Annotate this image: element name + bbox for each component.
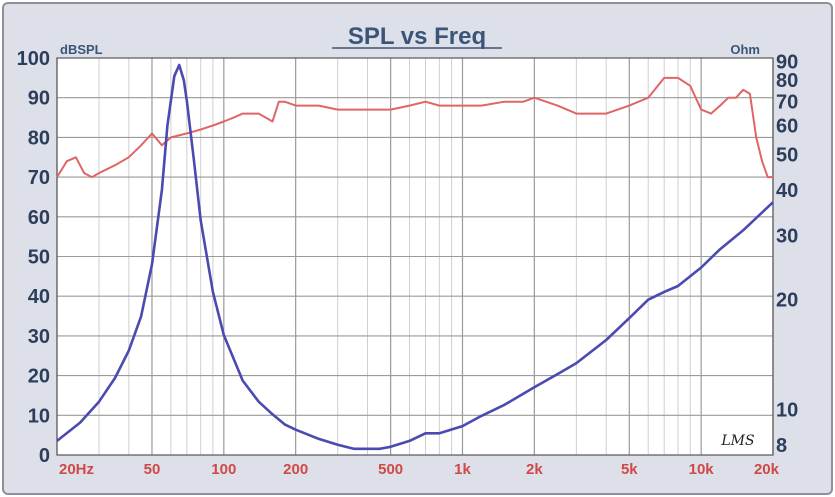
left-tick-label: 70 [28,167,50,189]
x-tick-label: 2k [526,461,543,478]
left-tick-label: 90 [28,88,50,110]
left-tick-label: 80 [28,127,50,149]
x-tick-label: 1k [454,461,471,478]
x-tick-label: 20k [754,461,780,478]
left-tick-label: 10 [28,405,50,427]
x-tick-label: 5k [621,461,638,478]
right-axis-label: Ohm [730,42,760,57]
left-tick-label: 20 [28,366,50,388]
right-tick-label: 40 [776,180,798,202]
spl-series-line [56,76,773,179]
right-tick-label: 90 [776,51,798,73]
right-tick-label: 70 [776,91,798,113]
x-tick-label: 500 [378,461,403,478]
left-tick-label: 100 [17,48,50,70]
x-tick-label: 50 [144,461,161,478]
right-tick-label: 10 [776,399,798,421]
chart-title: SPL vs Freq [348,23,486,50]
right-tick-label: 50 [776,145,798,167]
x-tick-label: 200 [283,461,308,478]
left-tick-label: 50 [28,247,50,269]
plot-border [56,57,774,456]
left-tick-label: 40 [28,286,50,308]
left-tick-label: 30 [28,326,50,348]
x-tick-label: 100 [211,461,236,478]
right-tick-label: 20 [776,290,798,312]
watermark-logo: LMS [720,433,754,449]
right-tick-label: 80 [776,70,798,92]
left-axis-label: dBSPL [60,42,103,57]
right-tick-label: 30 [776,225,798,247]
x-tick-label: 20Hz [59,461,94,478]
right-tick-label: 8 [776,435,787,457]
right-tick-label: 60 [776,116,798,138]
left-tick-label: 0 [39,445,50,467]
left-tick-label: 60 [28,207,50,229]
impedance-series-line [56,63,774,451]
x-tick-label: 10k [689,461,715,478]
